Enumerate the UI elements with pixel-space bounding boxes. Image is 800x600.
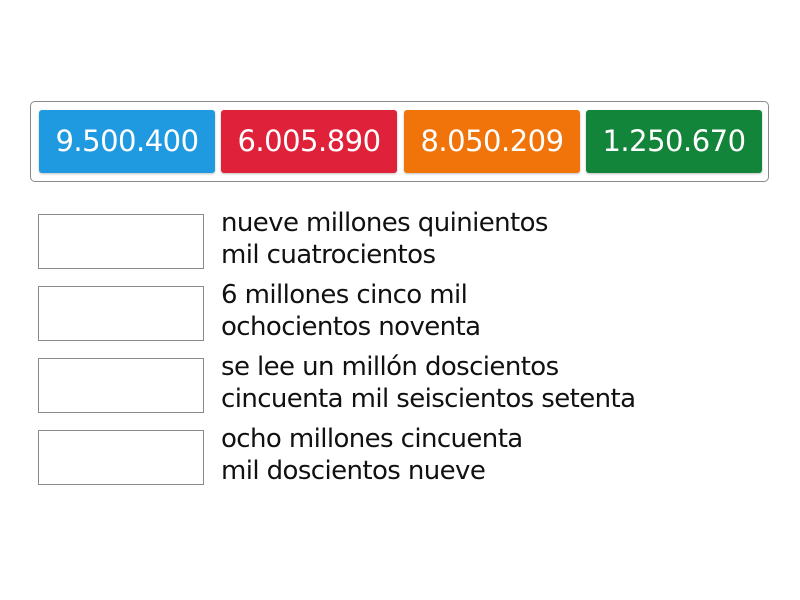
match-row: ocho millones cincuenta mil doscientos n… — [38, 424, 738, 490]
match-row: se lee un millón doscientos cincuenta mi… — [38, 352, 738, 418]
match-description: ocho millones cincuenta mil doscientos n… — [221, 424, 523, 486]
answer-tile-9500400[interactable]: 9.500.400 — [39, 110, 215, 173]
answer-tile-6005890[interactable]: 6.005.890 — [221, 110, 397, 173]
answer-tile-tray: 9.500.400 6.005.890 8.050.209 1.250.670 — [30, 101, 769, 182]
match-description: se lee un millón doscientos cincuenta mi… — [221, 352, 636, 414]
match-row: nueve millones quinientos mil cuatrocien… — [38, 208, 738, 274]
match-description: nueve millones quinientos mil cuatrocien… — [221, 208, 548, 270]
drop-zone[interactable] — [38, 286, 204, 341]
drop-zone[interactable] — [38, 214, 204, 269]
drop-zone[interactable] — [38, 430, 204, 485]
match-description: 6 millones cinco mil ochocientos noventa — [221, 280, 481, 342]
match-row: 6 millones cinco mil ochocientos noventa — [38, 280, 738, 346]
drop-zone[interactable] — [38, 358, 204, 413]
answer-tile-1250670[interactable]: 1.250.670 — [586, 110, 762, 173]
answer-tile-8050209[interactable]: 8.050.209 — [404, 110, 580, 173]
